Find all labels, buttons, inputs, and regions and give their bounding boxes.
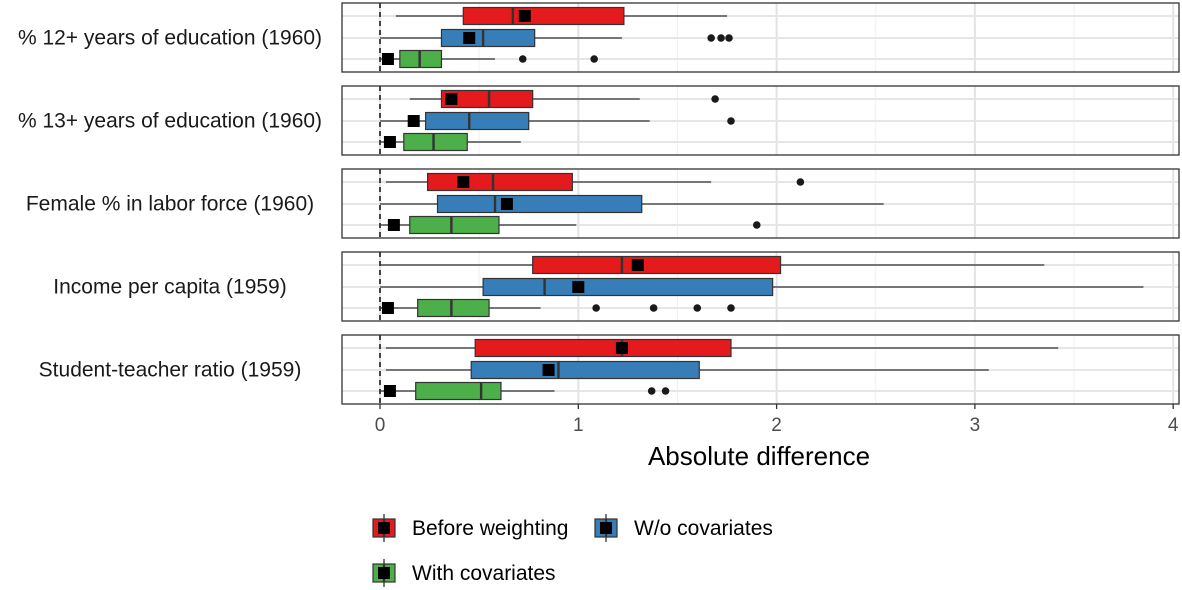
box-3 [380, 132, 521, 152]
outlier-point [647, 387, 656, 395]
iqr-box [403, 132, 468, 152]
box-2 [380, 194, 884, 214]
panel-label: % 13+ years of education (1960) [18, 110, 322, 133]
box-3 [380, 298, 735, 318]
mean-marker [457, 176, 470, 188]
panel-border [341, 168, 1180, 239]
iqr-box [415, 381, 502, 401]
panel-1: % 12+ years of education (1960) [18, 2, 1180, 73]
panel-5: Student-teacher ratio (1959) [39, 334, 1180, 405]
iqr-box [440, 28, 536, 48]
box-3 [380, 215, 761, 235]
legend-label: Before weighting [412, 517, 568, 540]
x-tick-label: 0 [375, 415, 386, 436]
iqr-box [417, 298, 490, 318]
legend-item-3: With covariates [372, 559, 556, 587]
panels-group: % 12+ years of education (1960) % 13+ yea… [18, 2, 1180, 405]
mean-marker [381, 302, 394, 314]
panel-label: Female % in labor force (1960) [26, 193, 314, 216]
box-1 [409, 89, 719, 109]
iqr-box [425, 111, 530, 131]
iqr-box [440, 89, 534, 109]
mean-marker [445, 93, 458, 105]
outlier-point [796, 178, 805, 186]
panel-label: Income per capita (1959) [53, 276, 286, 299]
x-axis-title: Absolute difference [648, 441, 870, 471]
outlier-point [590, 55, 598, 63]
legend-key-mean [378, 567, 390, 579]
panel-label: % 12+ years of education (1960) [18, 27, 322, 50]
legend-item-1: Before weighting [372, 514, 568, 542]
legend-key-mean [600, 522, 612, 534]
legend-item-2: W/o covariates [594, 514, 773, 542]
iqr-box [426, 172, 573, 192]
x-tick-label: 1 [573, 415, 584, 436]
mean-marker [387, 219, 400, 231]
mean-marker [463, 32, 476, 44]
x-tick-label: 2 [771, 415, 782, 436]
box-2 [385, 360, 989, 380]
outlier-point [752, 221, 761, 229]
box-3 [380, 381, 670, 401]
panel-label: Student-teacher ratio (1959) [39, 359, 302, 382]
mean-marker [615, 342, 628, 354]
mean-marker [518, 10, 531, 22]
box-2 [380, 111, 735, 131]
legend-label: With covariates [412, 562, 556, 585]
outlier-point [693, 304, 702, 312]
panel-border [341, 2, 1180, 73]
outlier-point [518, 55, 527, 63]
box-1 [380, 255, 1045, 275]
panel-border [341, 251, 1180, 322]
mean-marker [381, 53, 394, 65]
iqr-box [532, 255, 782, 275]
box-2 [380, 28, 733, 48]
iqr-box [482, 277, 774, 297]
mean-marker [383, 385, 396, 397]
x-tick-label: 3 [970, 415, 981, 436]
mean-marker [383, 136, 396, 148]
outlier-point [711, 95, 719, 103]
x-tick-label: 4 [1168, 415, 1179, 436]
panel-3: Female % in labor force (1960) [26, 168, 1180, 239]
outlier-point [727, 304, 735, 312]
iqr-box [470, 360, 700, 380]
outlier-point [661, 387, 670, 395]
iqr-box [436, 194, 643, 214]
mean-marker [631, 259, 644, 271]
iqr-box [462, 6, 625, 26]
panel-border [341, 85, 1180, 156]
mean-marker [500, 198, 513, 210]
mean-marker [542, 364, 555, 376]
box-3 [380, 49, 598, 69]
legend: Before weighting W/o covariates With covar… [372, 514, 773, 587]
box-2 [380, 277, 1144, 297]
panel-4: Income per capita (1959) [53, 251, 1180, 322]
mean-marker [407, 115, 420, 127]
box-1 [395, 6, 728, 26]
box-1 [385, 172, 805, 192]
mean-marker [572, 281, 585, 293]
outlier-point [649, 304, 658, 312]
panel-2: % 13+ years of education (1960) [18, 85, 1180, 156]
outlier-point [725, 34, 733, 42]
outlier-point [717, 34, 725, 42]
legend-key-mean [378, 522, 390, 534]
legend-label: W/o covariates [634, 517, 773, 540]
panel-border [341, 334, 1180, 405]
iqr-box [409, 215, 500, 235]
outlier-point [707, 34, 715, 42]
box-1 [385, 338, 1059, 358]
outlier-point [727, 117, 735, 125]
outlier-point [592, 304, 600, 312]
x-axis: 0 1 2 3 4 [375, 404, 1179, 436]
iqr-box [474, 338, 732, 358]
